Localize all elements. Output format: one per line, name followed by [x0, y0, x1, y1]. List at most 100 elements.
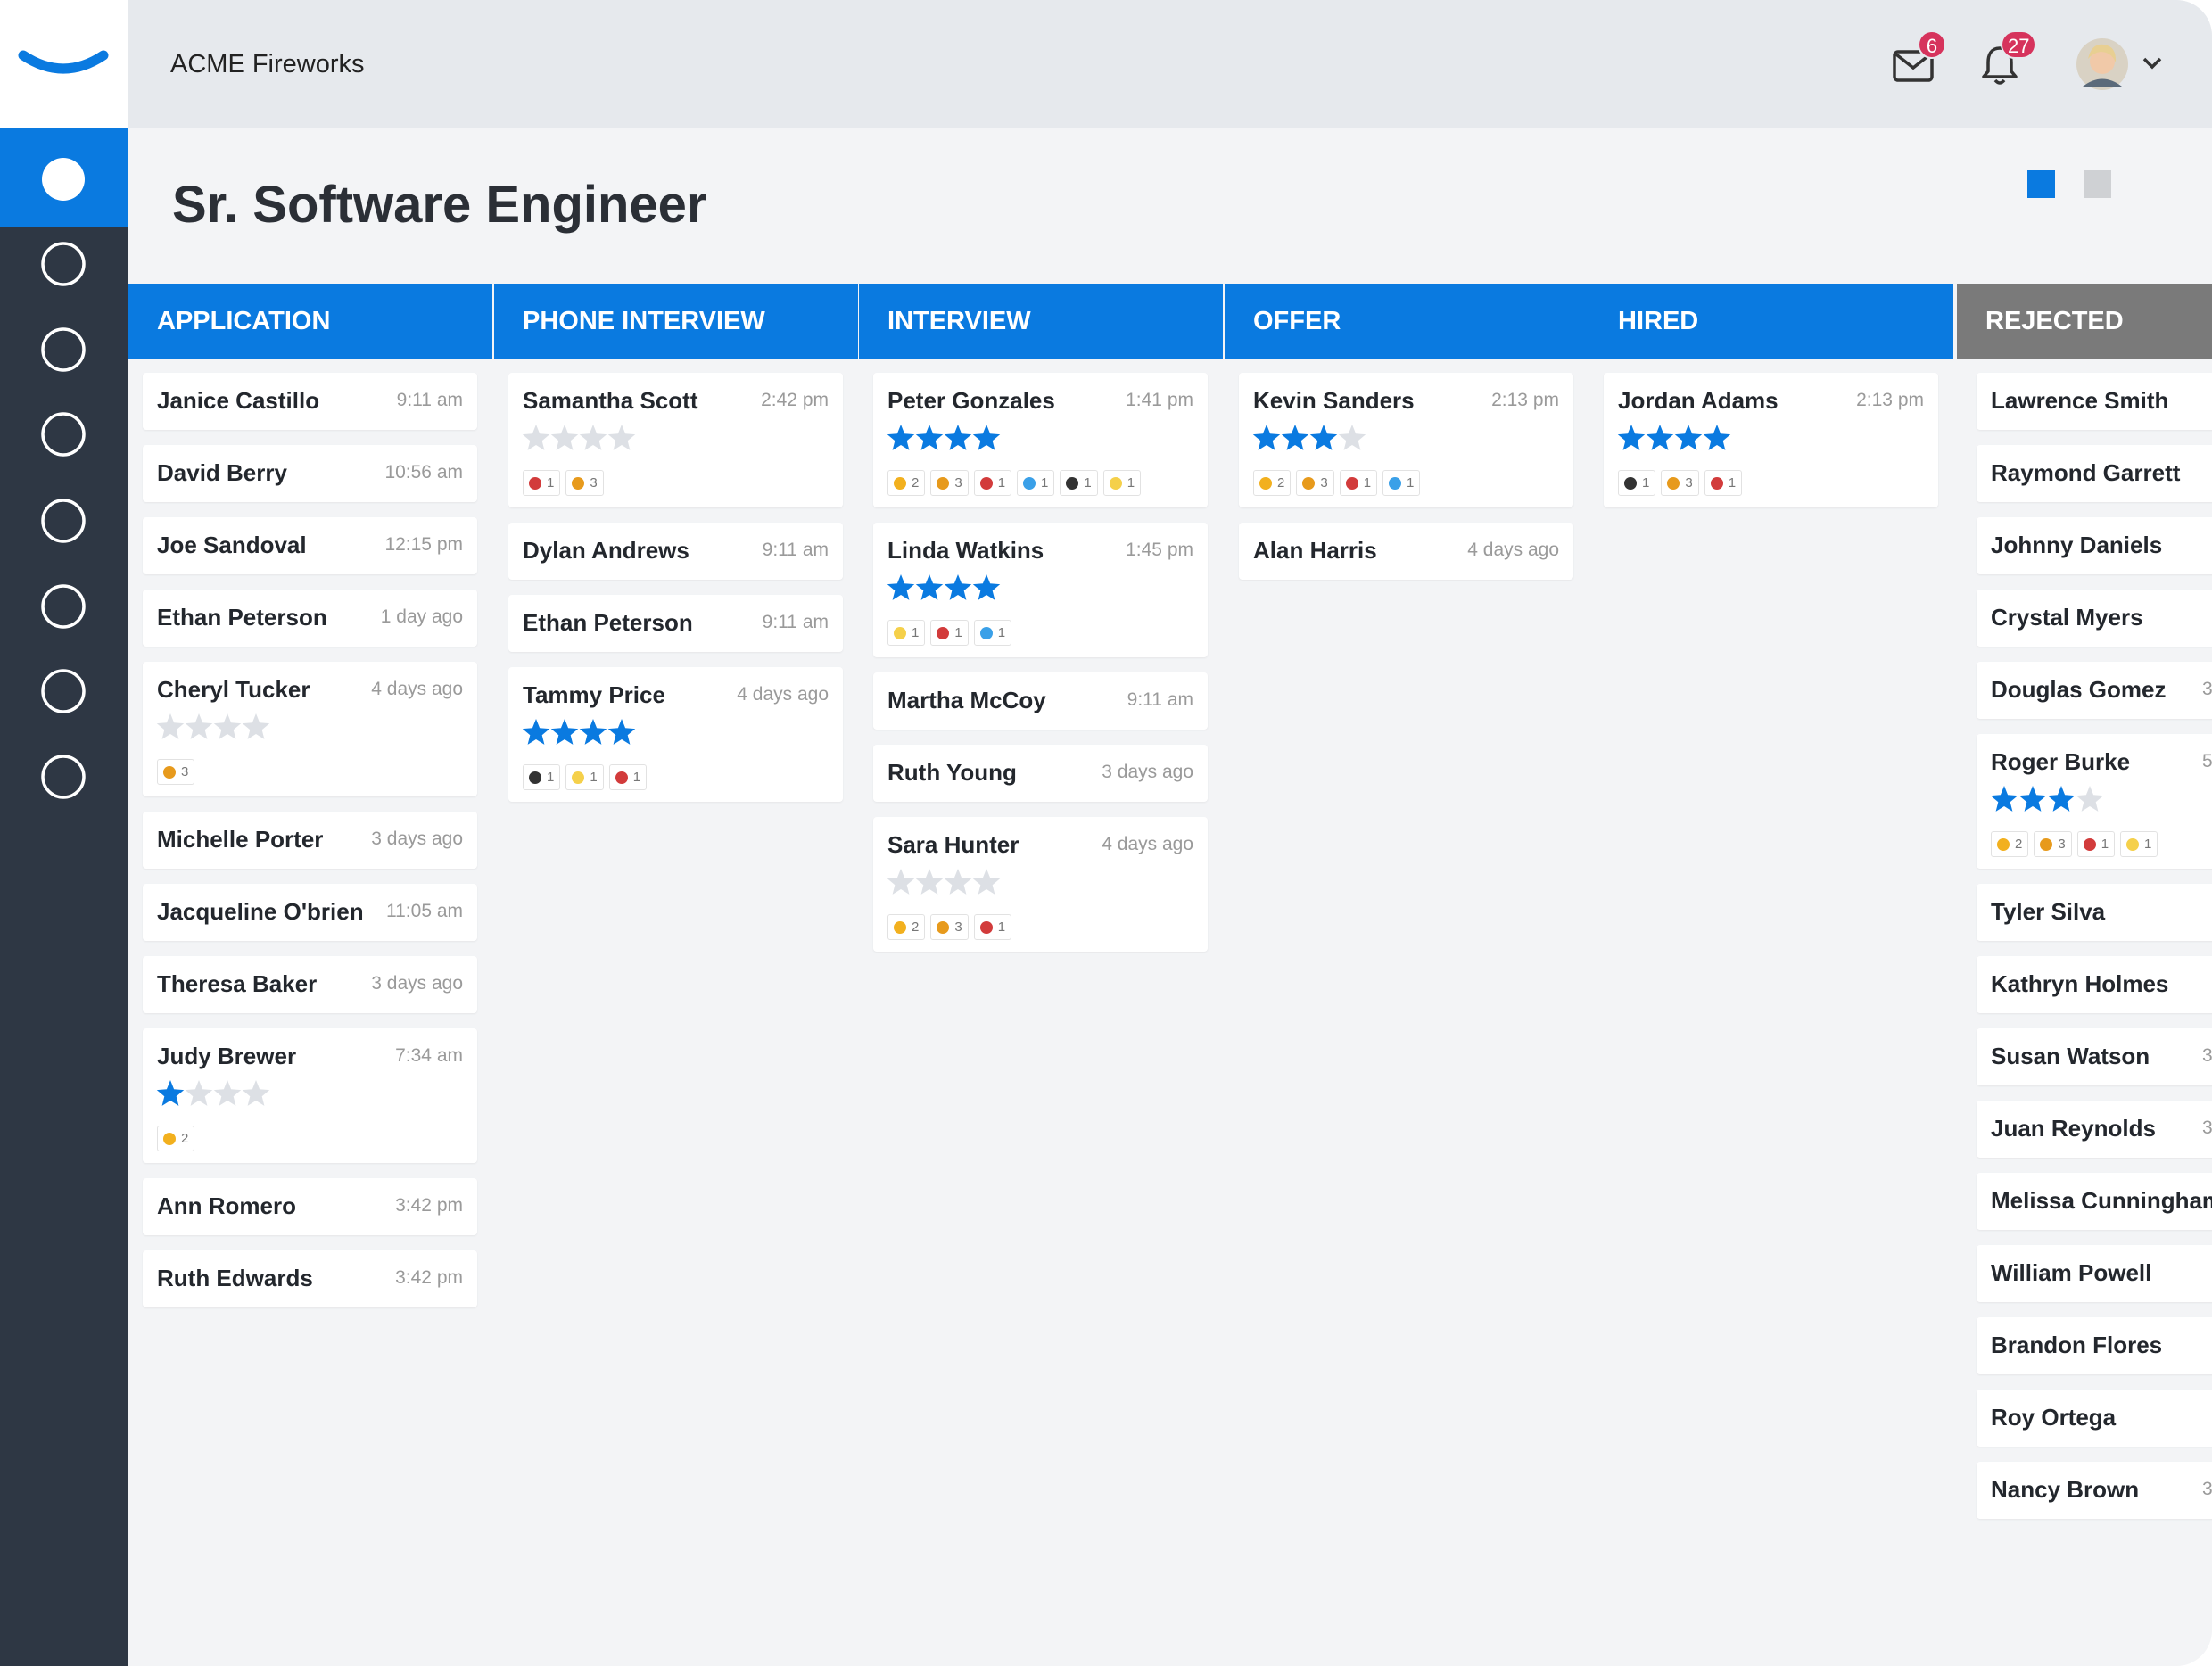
mail-icon[interactable]	[1891, 45, 1937, 86]
candidate-card[interactable]: Roger Burke 5 2 3 1 1	[1977, 734, 2212, 869]
candidate-card[interactable]: Kathryn Holmes	[1977, 956, 2212, 1013]
star-rating	[887, 574, 1001, 600]
candidate-card[interactable]: Raymond Garrett	[1977, 445, 2212, 502]
reaction-count: 2	[181, 1131, 189, 1146]
star	[1281, 425, 1309, 450]
reaction-count: 2	[912, 475, 920, 491]
candidate-card[interactable]: Dylan Andrews 9:11 am	[508, 523, 843, 580]
candidate-card[interactable]: Linda Watkins 1:45 pm 1 1 1	[873, 523, 1208, 657]
star	[522, 425, 550, 450]
candidate-card[interactable]: Nancy Brown 3	[1977, 1462, 2212, 1519]
reaction-count: 3	[181, 764, 189, 779]
candidate-card[interactable]: Johnny Daniels	[1977, 517, 2212, 574]
reaction-chip: 2	[1253, 470, 1292, 496]
nav-item[interactable]	[41, 669, 86, 713]
candidate-card[interactable]: Cheryl Tucker 4 days ago 3	[143, 662, 477, 796]
logo[interactable]	[0, 0, 128, 128]
candidate-card[interactable]: Michelle Porter 3 days ago	[143, 812, 477, 869]
star	[972, 574, 1001, 600]
star	[972, 425, 1001, 450]
candidate-card[interactable]: Roy Ortega	[1977, 1390, 2212, 1447]
reactions: 2 3 1 1	[1253, 470, 1421, 496]
reaction-icon	[2083, 837, 2096, 851]
candidate-card[interactable]: Ruth Edwards 3:42 pm	[143, 1250, 477, 1307]
reaction-chip: 3	[930, 470, 969, 496]
candidate-name: Martha McCoy	[887, 687, 1046, 713]
candidate-name: Tammy Price	[523, 681, 665, 708]
reaction-chip: 3	[1661, 470, 1699, 496]
candidate-name: Peter Gonzales	[887, 387, 1055, 414]
candidate-card[interactable]: Ethan Peterson 1 day ago	[143, 590, 477, 647]
nav-item[interactable]	[41, 499, 86, 543]
candidate-card[interactable]: Alan Harris 4 days ago	[1239, 523, 1573, 580]
candidate-name: Ethan Peterson	[523, 609, 693, 636]
reaction-count: 2	[2015, 837, 2023, 852]
candidate-name: Michelle Porter	[157, 826, 324, 853]
candidate-card[interactable]: Jacqueline O'brien 11:05 am	[143, 884, 477, 941]
star	[1338, 425, 1366, 450]
candidate-card[interactable]: Janice Castillo 9:11 am	[143, 373, 477, 430]
nav-item[interactable]	[41, 584, 86, 629]
user-menu[interactable]	[2076, 37, 2183, 91]
candidate-card[interactable]: Tammy Price 4 days ago 1 1 1	[508, 667, 843, 802]
candidate-card[interactable]: Kevin Sanders 2:13 pm 2 3 1 1	[1239, 373, 1573, 507]
candidate-card[interactable]: Douglas Gomez 3	[1977, 662, 2212, 719]
candidate-card[interactable]: Theresa Baker 3 days ago	[143, 956, 477, 1013]
candidate-name: Judy Brewer	[157, 1043, 297, 1069]
star	[550, 425, 579, 450]
candidate-card[interactable]: William Powell	[1977, 1245, 2212, 1302]
nav-item[interactable]	[41, 412, 86, 457]
candidate-card[interactable]: Jordan Adams 2:13 pm 1 3 1	[1604, 373, 1938, 507]
card-time: 9:11 am	[762, 540, 829, 560]
board-view-toggle[interactable]	[2027, 170, 2055, 198]
candidate-card[interactable]: Brandon Flores	[1977, 1317, 2212, 1374]
reaction-chip: 1	[887, 620, 926, 646]
reaction-count: 1	[1363, 475, 1372, 491]
reaction-icon	[163, 765, 176, 779]
candidate-card[interactable]: Joe Sandoval 12:15 pm	[143, 517, 477, 574]
reaction-icon	[979, 626, 993, 639]
reaction-chip: 1	[1704, 470, 1743, 496]
candidate-card[interactable]: Judy Brewer 7:34 am 2	[143, 1028, 477, 1163]
star-rating	[156, 713, 270, 739]
reaction-count: 1	[1407, 475, 1415, 491]
candidate-card[interactable]: Juan Reynolds 3	[1977, 1101, 2212, 1158]
reaction-count: 3	[590, 475, 598, 491]
candidate-card[interactable]: Crystal Myers	[1977, 590, 2212, 647]
reaction-chip: 3	[1296, 470, 1334, 496]
nav-item[interactable]	[41, 755, 86, 799]
nav-item[interactable]	[42, 158, 85, 201]
candidate-card[interactable]: Melissa Cunningham	[1977, 1173, 2212, 1230]
nav-item[interactable]	[41, 327, 86, 372]
candidate-card[interactable]: Tyler Silva	[1977, 884, 2212, 941]
reaction-count: 3	[2058, 837, 2066, 852]
candidate-card[interactable]: Sara Hunter 4 days ago 2 3 1	[873, 817, 1208, 952]
candidate-card[interactable]: Lawrence Smith	[1977, 373, 2212, 430]
candidate-name: Juan Reynolds	[1991, 1115, 2156, 1142]
star	[1990, 786, 2018, 812]
reaction-count: 1	[954, 625, 962, 640]
candidate-card[interactable]: Samantha Scott 2:42 pm 1 3	[508, 373, 843, 507]
candidate-card[interactable]: Ethan Peterson 9:11 am	[508, 595, 843, 652]
nav-item[interactable]	[41, 242, 86, 286]
reaction-icon	[1109, 476, 1122, 490]
candidate-card[interactable]: Peter Gonzales 1:41 pm 2 3 1 1 1 1	[873, 373, 1208, 507]
candidate-card[interactable]: Ruth Young 3 days ago	[873, 745, 1208, 802]
card-time: 9:11 am	[396, 390, 463, 410]
reactions: 2 3 1	[887, 914, 1012, 940]
reaction-chip: 1	[523, 470, 561, 496]
card-time: 3 days ago	[1102, 762, 1193, 782]
star	[944, 869, 972, 895]
list-view-toggle[interactable]	[2084, 170, 2111, 198]
candidate-card[interactable]: Ann Romero 3:42 pm	[143, 1178, 477, 1235]
reaction-count: 1	[1084, 475, 1092, 491]
star-rating	[1990, 786, 2104, 812]
star	[579, 719, 607, 745]
candidate-name: Ethan Peterson	[157, 604, 327, 631]
reaction-count: 2	[1277, 475, 1285, 491]
candidate-card[interactable]: Susan Watson 3	[1977, 1028, 2212, 1085]
candidate-card[interactable]: Martha McCoy 9:11 am	[873, 672, 1208, 730]
candidate-card[interactable]: David Berry 10:56 am	[143, 445, 477, 502]
column-header: REJECTED	[1957, 284, 2212, 359]
